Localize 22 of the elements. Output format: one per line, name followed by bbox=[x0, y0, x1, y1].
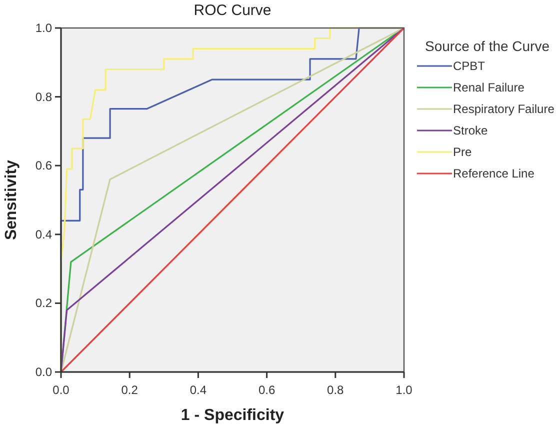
x-tick-label: 0.2 bbox=[121, 383, 138, 397]
x-tick-label: 0.8 bbox=[327, 383, 344, 397]
y-tick-label: 1.0 bbox=[35, 21, 52, 35]
legend-label: Pre bbox=[453, 145, 472, 159]
y-tick-label: 0.4 bbox=[35, 227, 52, 242]
x-tick-label: 0.0 bbox=[52, 383, 70, 397]
y-tick-label: 0.0 bbox=[35, 365, 52, 379]
y-axis-title: Sensitivity bbox=[3, 160, 20, 240]
x-tick-label: 1.0 bbox=[396, 383, 413, 397]
x-tick-label: 0.6 bbox=[258, 383, 276, 397]
legend-label: Stroke bbox=[453, 124, 488, 138]
legend-label: Reference Line bbox=[453, 166, 535, 180]
legend-label: CPBT bbox=[453, 59, 486, 73]
chart-title: ROC Curve bbox=[194, 2, 272, 19]
legend-label: Respiratory Failure bbox=[453, 102, 555, 116]
x-tick-label: 0.4 bbox=[190, 383, 207, 397]
legend-title: Source of the Curve bbox=[425, 38, 550, 54]
y-tick-label: 0.8 bbox=[35, 90, 52, 104]
y-tick-label: 0.2 bbox=[35, 296, 52, 310]
x-axis-title: 1 - Specificity bbox=[180, 407, 284, 424]
y-tick-label: 0.6 bbox=[35, 158, 52, 173]
legend-label: Renal Failure bbox=[453, 80, 525, 94]
